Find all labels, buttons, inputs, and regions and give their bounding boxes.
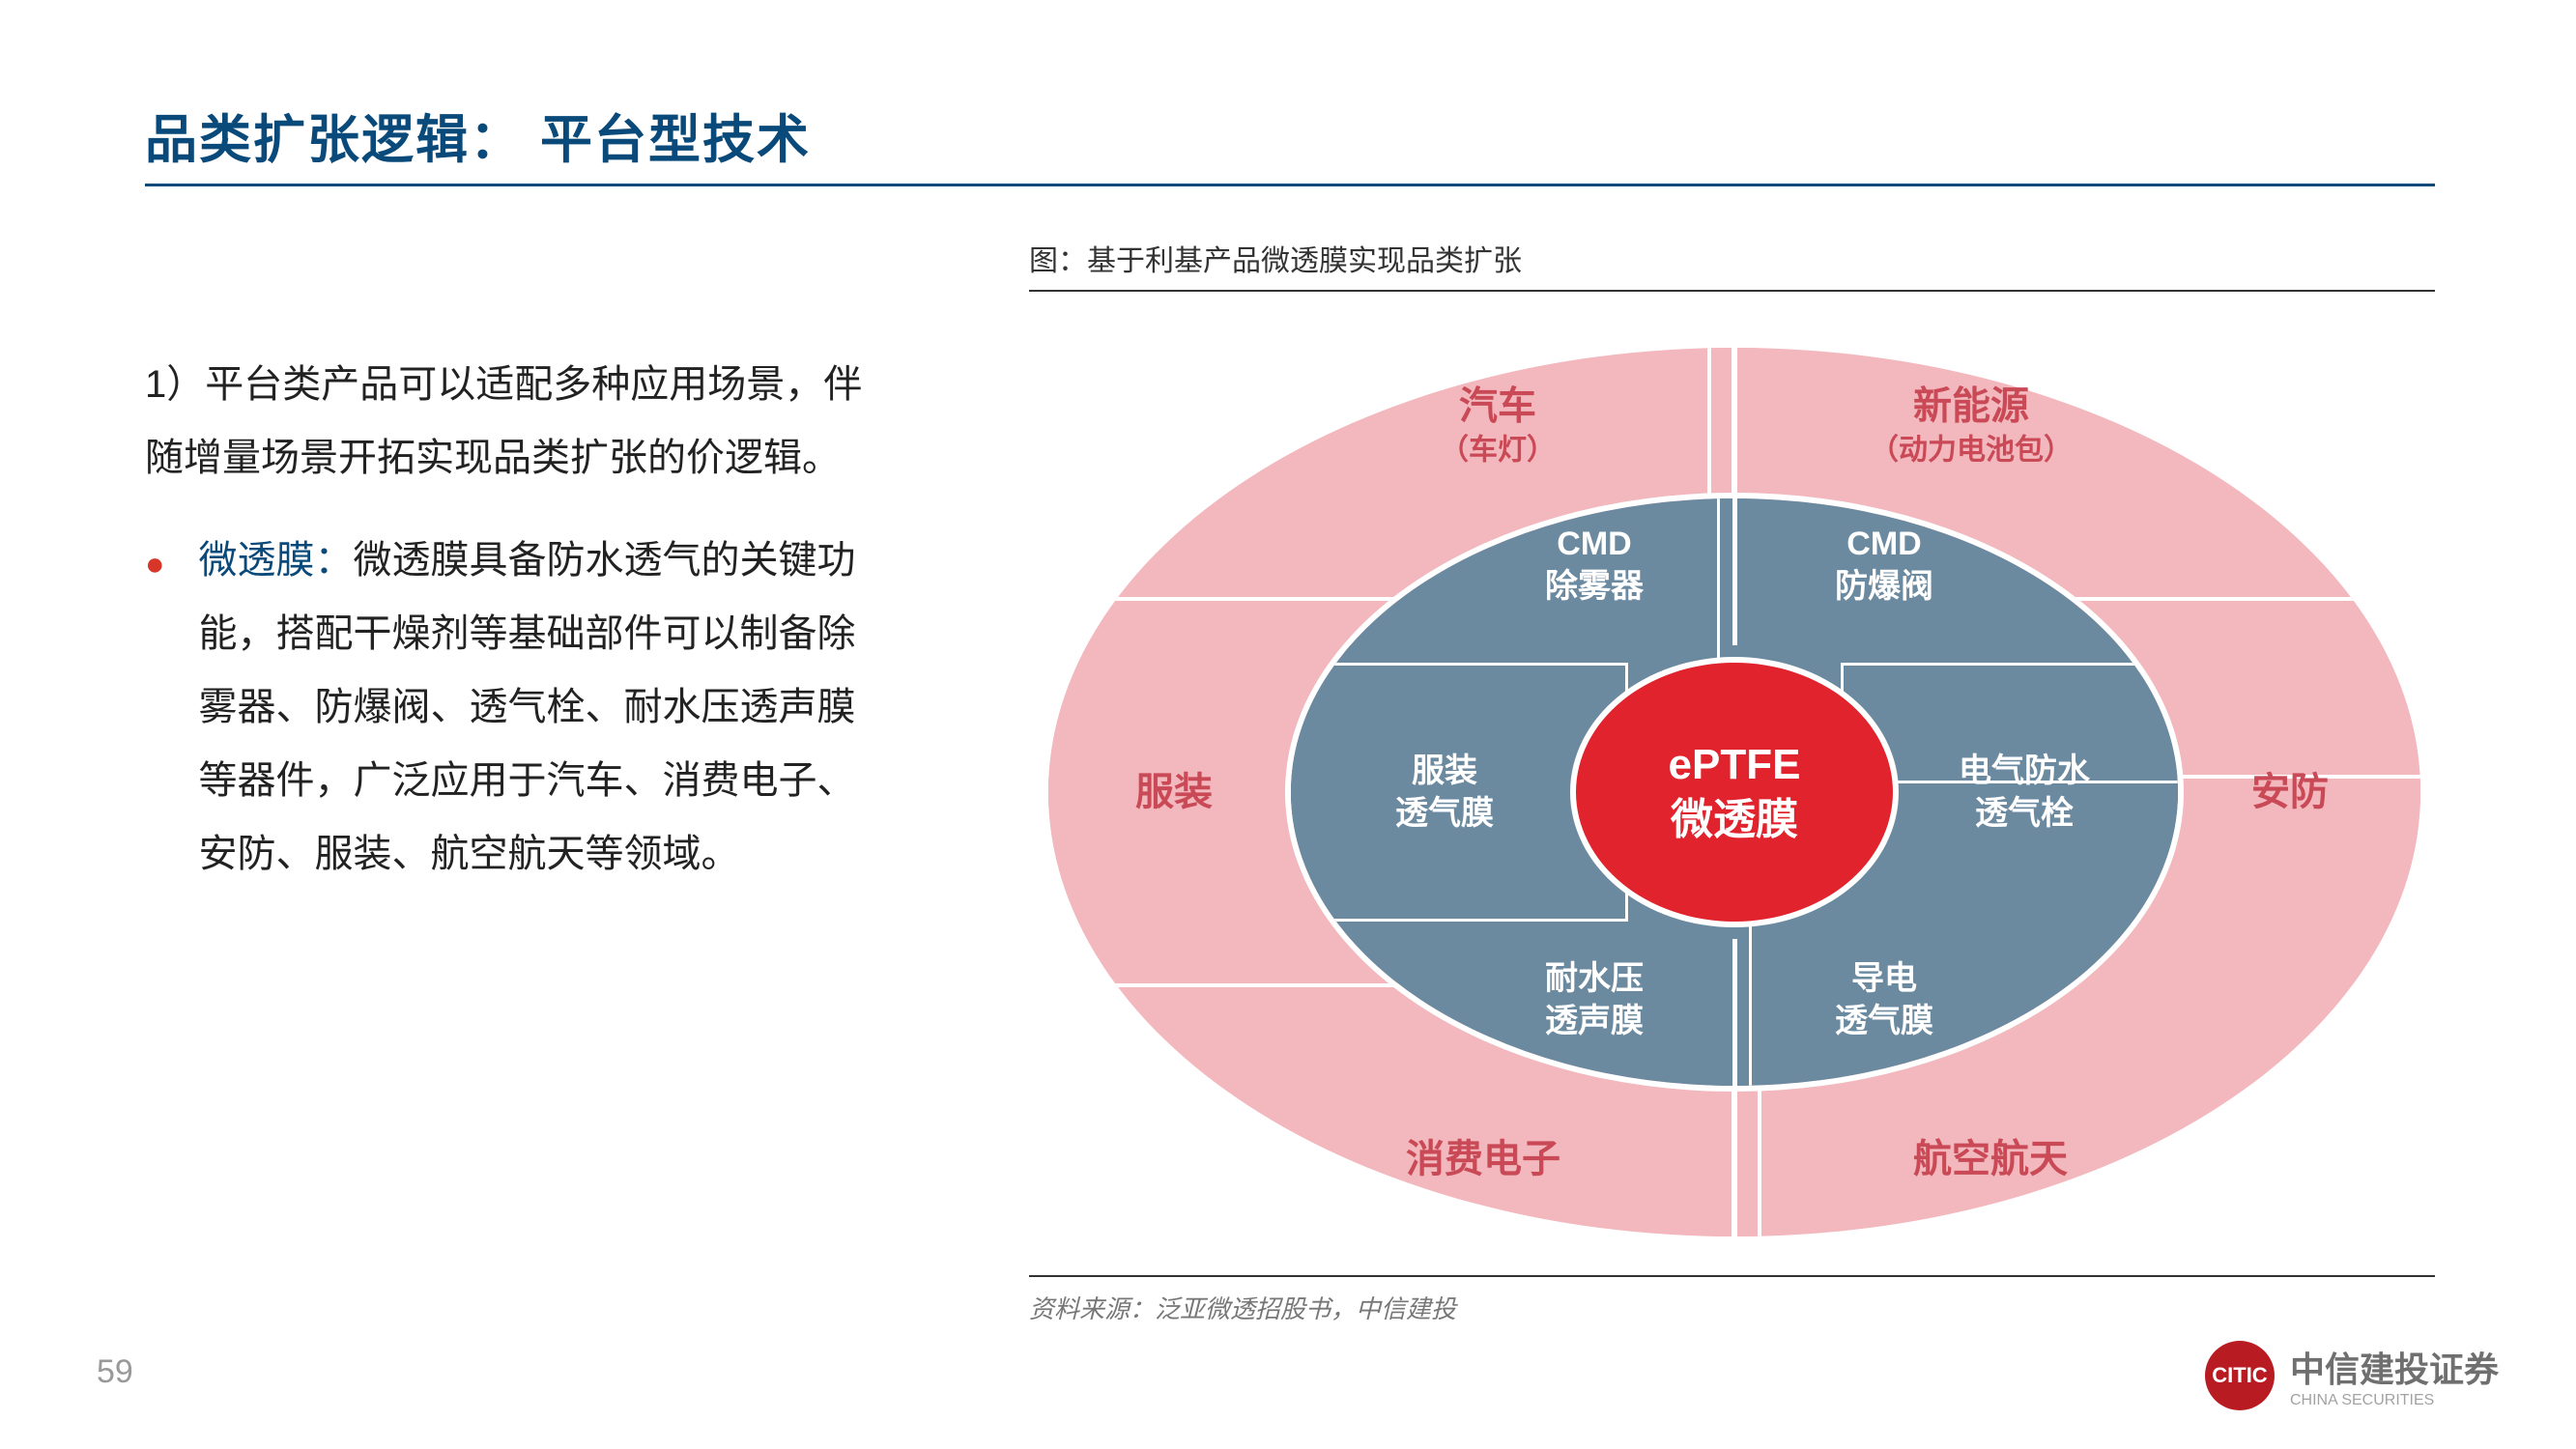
logo-subtext: CHINA SECURITIES: [2290, 1392, 2499, 1409]
core-line1: ePTFE: [1669, 737, 1801, 792]
outer-segment-label: 服装: [1135, 767, 1213, 817]
page-number: 59: [97, 1353, 133, 1391]
mid-segment-label: 电气防水透气栓: [1959, 750, 2090, 835]
brand-logo: CITIC 中信建投证券 CHINA SECURITIES: [2205, 1341, 2499, 1410]
bullet-dot-icon: ●: [145, 533, 165, 891]
bullet-item: ● 微透膜：微透膜具备防水透气的关键功能，搭配干燥剂等基础部件可以制备除雾器、防…: [145, 524, 889, 891]
outer-segment-label: 消费电子: [1406, 1134, 1560, 1184]
core-circle: ePTFE 微透膜: [1570, 657, 1899, 927]
mid-segment-label: 导电透气膜: [1835, 957, 1933, 1042]
mid-segment-label: CMD除雾器: [1545, 523, 1644, 608]
bullet-term: 微透膜：: [199, 539, 354, 582]
bullet-content: 微透膜：微透膜具备防水透气的关键功能，搭配干燥剂等基础部件可以制备除雾器、防爆阀…: [199, 524, 889, 891]
outer-segment-label: 航空航天: [1913, 1134, 2068, 1184]
slide-title: 品类扩张逻辑： 平台型技术: [145, 97, 811, 173]
outer-segment-label: 安防: [2251, 767, 2329, 817]
body-text-block: 1）平台类产品可以适配多种应用场景，伴随增量场景开拓实现品类扩张的价逻辑。 ● …: [145, 348, 889, 891]
chart-caption: 图：基于利基产品微透膜实现品类扩张: [1029, 237, 1522, 279]
paragraph-1: 1）平台类产品可以适配多种应用场景，伴随增量场景开拓实现品类扩张的价逻辑。: [145, 348, 889, 495]
core-line2: 微透膜: [1671, 792, 1798, 847]
mid-segment-label: CMD防爆阀: [1835, 523, 1933, 608]
chart-source: 资料来源：泛亚微透招股书，中信建投: [1029, 1290, 1456, 1325]
mid-segment-label: 服装透气膜: [1395, 750, 1494, 835]
logo-mark-icon: CITIC: [2205, 1341, 2275, 1410]
divider: [1732, 498, 1737, 645]
divider: [1732, 939, 1737, 1086]
logo-text: 中信建投证券: [2290, 1342, 2499, 1392]
radial-diagram: ePTFE 微透膜 汽车（车灯） 新能源（动力电池包） 安防航空航天 消费电子 服装 CM…: [1044, 328, 2425, 1256]
title-underline: [145, 184, 2435, 186]
outer-segment-label: 新能源（动力电池包）: [1870, 382, 2073, 469]
chart-top-rule: [1029, 290, 2435, 292]
mid-segment-label: 耐水压透声膜: [1545, 957, 1644, 1042]
outer-segment-label: 汽车（车灯）: [1440, 382, 1556, 469]
bullet-text: 微透膜具备防水透气的关键功能，搭配干燥剂等基础部件可以制备除雾器、防爆阀、透气栓…: [199, 539, 856, 875]
chart-bottom-rule: [1029, 1275, 2435, 1277]
